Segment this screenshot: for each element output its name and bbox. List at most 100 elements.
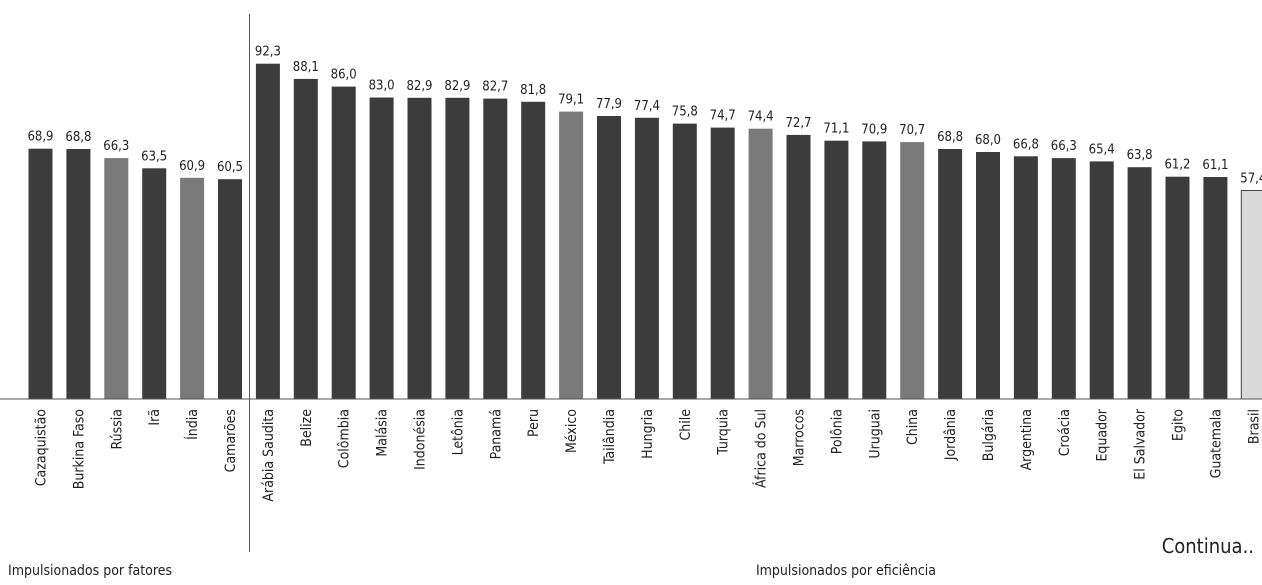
value-labels-layer: 68,9 68,8 66,3 63,5 60,9 60,5 92,3 88,1 86,0 83,0… (27, 45, 1262, 187)
bar (180, 177, 205, 399)
bar (862, 141, 887, 399)
bar-value-label: 88,1 (293, 60, 319, 75)
bar-value-label: 63,8 (1127, 148, 1153, 163)
category-label: Cazaquistão (34, 409, 50, 487)
category-label: Peru (526, 409, 542, 437)
bar (521, 101, 546, 400)
bar (672, 123, 697, 399)
bar (1203, 177, 1228, 399)
category-labels-layer: Cazaquistão Burkina Faso Rússia Irã Índia Cam… (34, 408, 1262, 501)
category-label: Jordânia (943, 409, 959, 461)
category-label: El Salvador (1133, 408, 1149, 480)
bar-value-label: 82,9 (444, 79, 470, 94)
category-label: Camarões (223, 409, 239, 472)
bar-value-label: 68,8 (937, 130, 963, 145)
bar-value-label: 63,5 (141, 149, 167, 164)
bar (938, 149, 963, 399)
bar (445, 97, 470, 400)
bar (1089, 161, 1114, 399)
category-label: Belize (299, 409, 315, 447)
bar-value-label: 75,8 (672, 105, 698, 120)
bar-value-label: 70,7 (899, 123, 925, 138)
bar (710, 127, 735, 399)
bar-value-label: 68,0 (975, 133, 1001, 148)
bar-value-label: 61,2 (1164, 158, 1190, 173)
category-label: Letônia (450, 409, 466, 455)
category-label: Índia (184, 409, 201, 440)
category-label: Egito (1171, 409, 1187, 441)
bar (218, 179, 242, 399)
bar-value-label: 79,1 (558, 93, 584, 108)
bar (1127, 167, 1152, 399)
category-label: Chile (678, 409, 694, 441)
bar-value-label: 66,3 (1051, 139, 1077, 154)
bar-value-label: 74,4 (748, 110, 774, 125)
bar (900, 142, 925, 399)
category-label: Polônia (829, 409, 845, 454)
continue-label: Continua.. (1161, 534, 1254, 558)
category-label: África do Sul (753, 409, 770, 488)
bar-value-label: 60,5 (217, 160, 243, 175)
bar-value-label: 60,9 (179, 159, 205, 174)
bar (824, 140, 849, 399)
bar (597, 116, 621, 399)
bar (1165, 176, 1190, 399)
group-label-factor-driven: Impulsionados por fatores (8, 563, 173, 579)
bar-value-label: 66,8 (1013, 137, 1039, 152)
bar (28, 148, 53, 399)
bar (66, 149, 91, 399)
category-label: Rússia (109, 409, 125, 449)
bar (976, 152, 1000, 399)
category-label: Burkina Faso (71, 409, 87, 490)
bar (1051, 158, 1076, 399)
bar-value-label: 86,0 (331, 68, 357, 83)
category-label: Marrocos (792, 409, 808, 466)
bar-value-label: 74,7 (710, 109, 736, 124)
category-label: Arábia Saudita (261, 409, 277, 502)
bar (559, 111, 584, 399)
category-label: Tailândia (602, 409, 618, 465)
category-label: Argentina (1019, 409, 1035, 470)
bar (1013, 156, 1038, 399)
bar-value-label: 61,1 (1202, 158, 1228, 173)
bar (407, 97, 432, 400)
category-label: Bulgária (981, 409, 997, 461)
bar-value-label: 83,0 (369, 79, 395, 94)
bar-value-label: 72,7 (785, 116, 811, 131)
category-label: México (564, 409, 580, 453)
category-label: Irã (147, 409, 163, 426)
category-label: Guatemala (1208, 409, 1224, 478)
bar-value-label: 68,8 (65, 130, 91, 145)
category-label: Uruguai (867, 409, 883, 459)
category-label: Turquia (716, 409, 732, 456)
bar (483, 98, 508, 399)
bar (331, 86, 356, 399)
bar-value-label: 70,9 (861, 122, 887, 137)
bar-value-label: 82,7 (482, 80, 508, 95)
bar (786, 134, 811, 399)
bar (104, 158, 129, 399)
category-label: Malásia (375, 409, 391, 457)
bar-value-label: 57,4 (1240, 172, 1262, 187)
bar (1240, 190, 1262, 400)
category-label: Panamá (488, 409, 504, 459)
category-label: Equador (1095, 408, 1111, 461)
bars-layer (28, 63, 1262, 400)
category-label: Hungria (640, 409, 656, 459)
bar-value-label: 66,3 (103, 139, 129, 154)
bar (255, 63, 280, 399)
bar-value-label: 77,9 (596, 97, 622, 112)
bar-value-label: 65,4 (1089, 142, 1115, 157)
category-label: Croácia (1057, 409, 1073, 456)
bar (634, 117, 659, 400)
bar-value-label: 71,1 (823, 122, 849, 137)
bar-value-label: 92,3 (255, 45, 281, 60)
bar (748, 128, 773, 399)
category-label: Indonésia (413, 409, 429, 470)
bar-value-label: 81,8 (520, 83, 546, 98)
bar (293, 78, 318, 400)
bar-value-label: 82,9 (406, 79, 432, 94)
bar-value-label: 68,9 (27, 130, 53, 145)
bar-value-label: 77,4 (634, 99, 660, 114)
